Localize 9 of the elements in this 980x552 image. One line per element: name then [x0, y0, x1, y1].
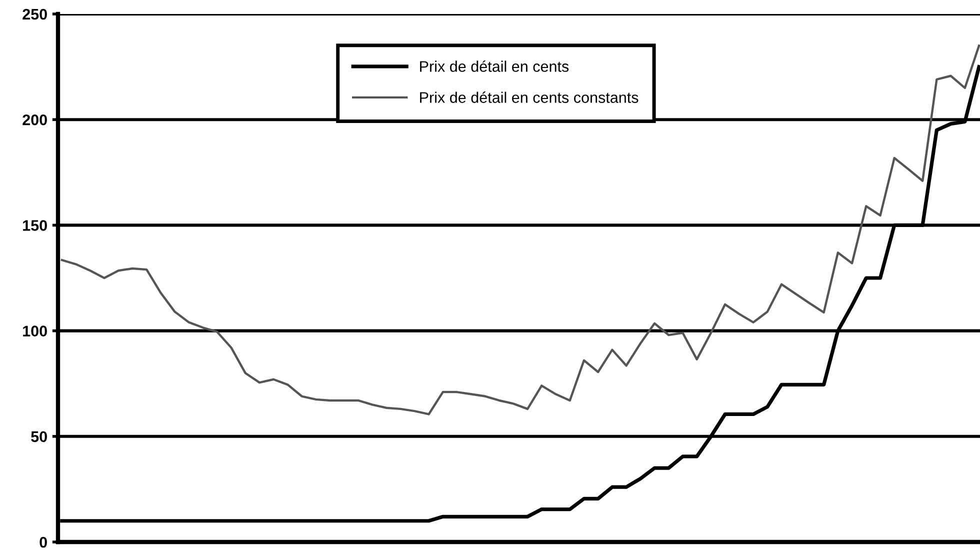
legend-label: Prix de détail en cents constants — [420, 92, 638, 103]
y-tick-label: 50 — [31, 431, 47, 442]
y-tick-label: 250 — [22, 8, 47, 20]
line-series — [60, 44, 980, 416]
y-tick-label: 150 — [23, 220, 47, 231]
y-tick-label: 0 — [40, 536, 47, 548]
y-tick-label: 100 — [23, 326, 47, 336]
y-tick-label: 200 — [22, 114, 47, 126]
legend-label: Prix de détail en cents — [420, 60, 569, 72]
